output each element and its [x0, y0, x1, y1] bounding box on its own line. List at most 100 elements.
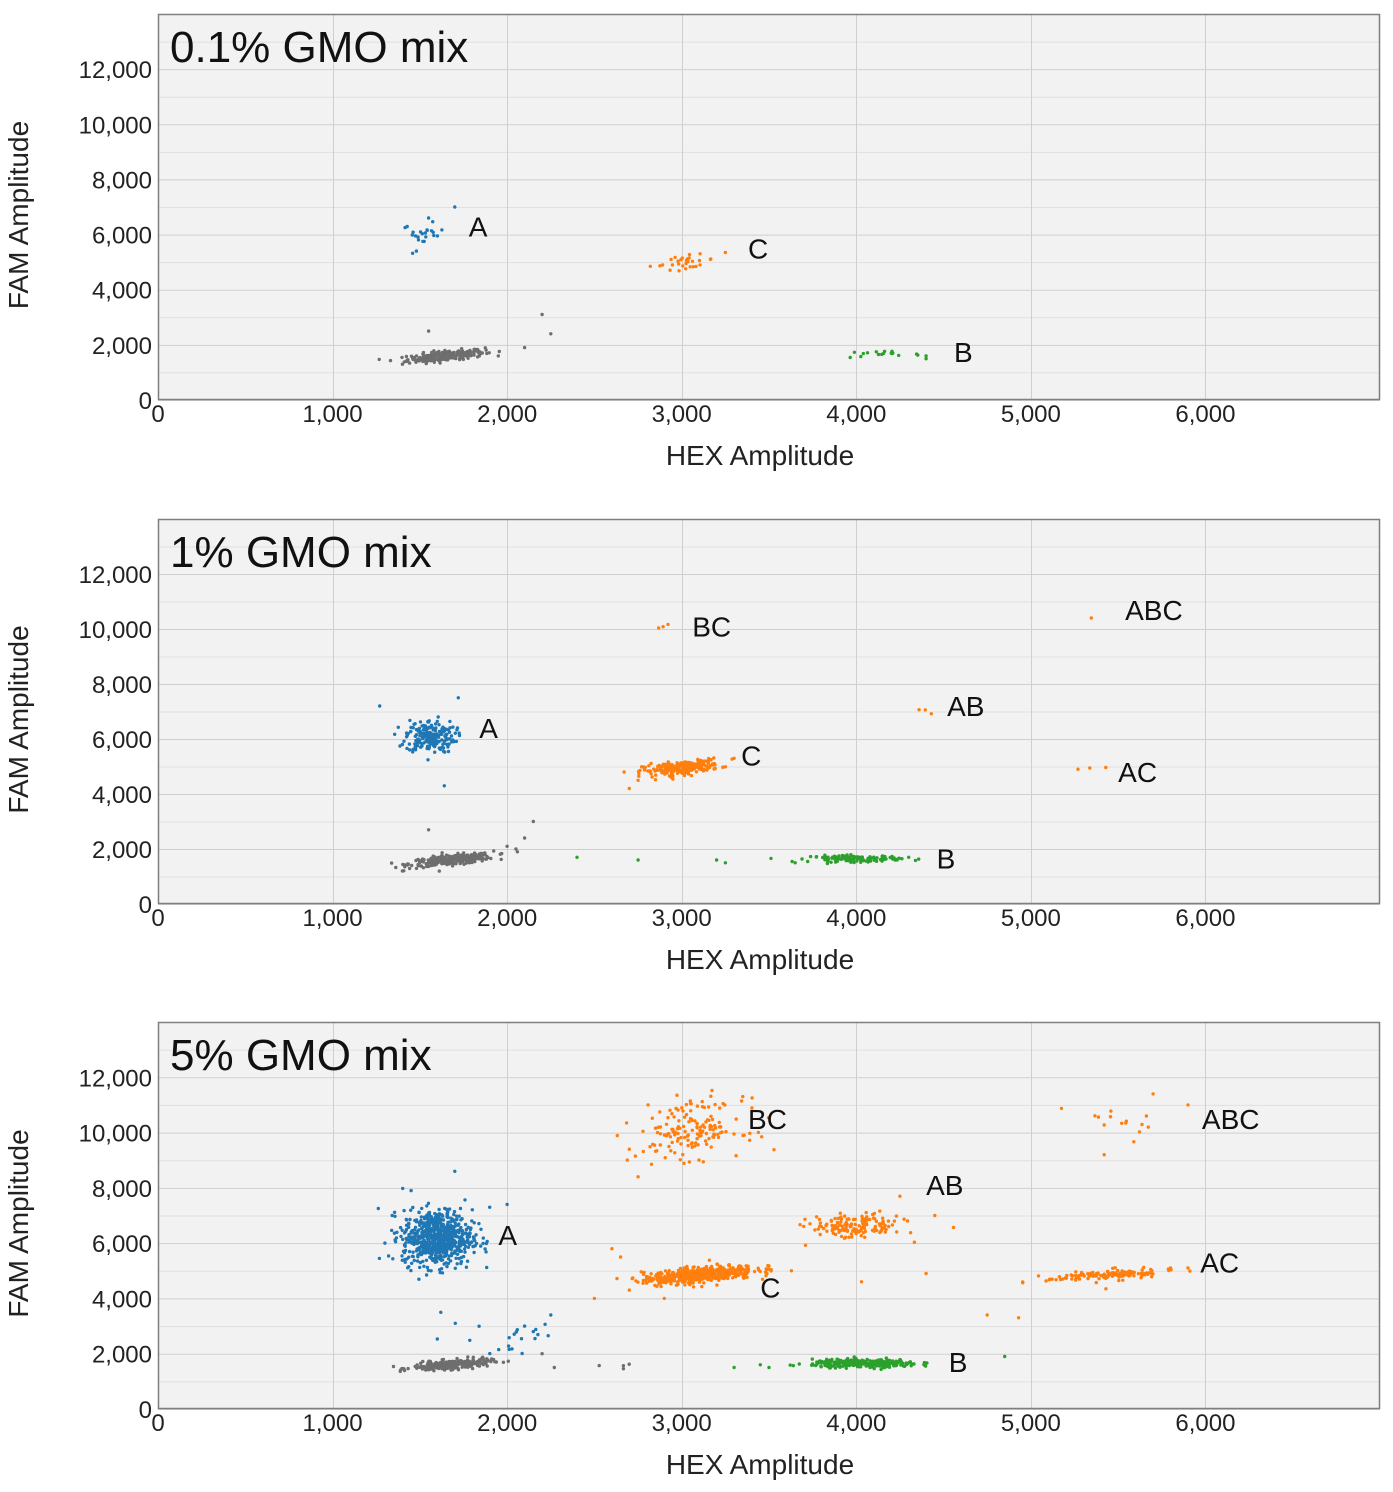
data-points	[378, 616, 1108, 873]
x-tick-label: 0	[151, 401, 164, 428]
droplet-point	[707, 1258, 712, 1262]
droplet-point	[642, 768, 647, 772]
droplet-point	[658, 1275, 662, 1279]
droplet-point	[1168, 1266, 1173, 1270]
droplet-point	[814, 855, 819, 859]
droplet-point	[402, 360, 406, 364]
droplet-point	[720, 1270, 724, 1274]
droplet-point	[422, 239, 426, 244]
droplet-point	[886, 1219, 891, 1223]
droplet-point	[701, 1160, 705, 1164]
droplet-point	[855, 1363, 859, 1367]
droplet-point	[887, 1224, 891, 1229]
droplet-point	[852, 1362, 856, 1366]
droplet-point	[404, 354, 409, 359]
droplet-point	[427, 1242, 432, 1246]
droplet-point	[424, 361, 428, 366]
droplet-point	[686, 772, 691, 776]
droplet-point	[401, 862, 405, 867]
droplet-point	[845, 1229, 850, 1234]
droplet-point	[431, 220, 435, 224]
droplet-point	[418, 1221, 423, 1226]
droplet-point	[1099, 1273, 1103, 1278]
droplet-point	[420, 1367, 425, 1371]
droplet-point	[917, 708, 921, 712]
droplet-point	[469, 1226, 473, 1230]
droplet-point	[615, 1133, 619, 1138]
droplet-point	[615, 1276, 619, 1281]
droplet-point	[407, 742, 412, 746]
droplet-point	[688, 1099, 692, 1103]
droplet-point	[404, 1241, 408, 1245]
cluster-label: ABC	[1202, 1104, 1260, 1135]
panel-title: 5% GMO mix	[170, 1031, 432, 1080]
droplet-point	[713, 766, 717, 771]
droplet-point	[464, 1265, 469, 1269]
chart-panel-3: 0 2,000 4,000 6,000 8,000 10,000 12,000 0 1,000 2…	[3, 1021, 1381, 1480]
droplet-point	[924, 1271, 928, 1276]
droplet-point	[717, 1270, 721, 1274]
droplet-point	[951, 1225, 956, 1230]
droplet-point	[691, 265, 696, 269]
droplet-point	[1140, 1274, 1144, 1278]
droplet-point	[689, 1109, 693, 1113]
droplet-point	[667, 1144, 671, 1149]
droplet-point	[428, 1366, 432, 1370]
droplet-point	[739, 1099, 744, 1103]
droplet-point	[474, 1241, 479, 1246]
droplet-point	[741, 1094, 745, 1099]
droplet-point	[658, 1132, 663, 1136]
droplet-point	[446, 749, 451, 754]
droplet-point	[450, 864, 455, 868]
droplet-point	[743, 1274, 748, 1278]
droplet-point	[453, 1169, 457, 1174]
droplet-point	[449, 1364, 454, 1369]
droplet-point	[420, 742, 424, 746]
droplet-point	[480, 857, 484, 861]
droplet-point	[424, 1368, 428, 1372]
droplet-point	[428, 730, 432, 735]
droplet-point	[836, 1216, 840, 1221]
droplet-point	[1104, 1287, 1108, 1291]
droplet-point	[481, 1236, 485, 1240]
droplet-point	[414, 1249, 419, 1253]
droplet-point	[413, 1238, 417, 1242]
droplet-point	[742, 1133, 746, 1138]
droplet-point	[851, 858, 855, 862]
droplet-point	[671, 1127, 675, 1132]
droplet-point	[890, 1359, 895, 1363]
droplet-point	[707, 1136, 711, 1141]
droplet-point	[985, 1313, 989, 1317]
plot-frame	[157, 13, 1381, 401]
droplet-point	[437, 859, 441, 863]
droplet-point	[512, 1332, 516, 1336]
droplet-point	[409, 354, 414, 358]
droplet-point	[885, 1364, 889, 1369]
droplet-point	[522, 836, 527, 840]
droplet-point	[636, 1175, 640, 1179]
droplet-point	[428, 1247, 432, 1251]
droplet-point	[1127, 1269, 1132, 1273]
droplet-point	[447, 857, 451, 861]
droplet-point	[435, 1260, 439, 1264]
droplet-point	[704, 1142, 709, 1147]
cluster-label: B	[949, 1347, 968, 1378]
droplet-point	[474, 1233, 478, 1237]
droplet-point	[709, 1114, 713, 1119]
droplet-point	[875, 856, 879, 860]
droplet-point	[465, 1259, 470, 1263]
cluster-B	[575, 853, 921, 866]
droplet-point	[540, 1352, 544, 1356]
droplet-point	[818, 1232, 822, 1237]
droplet-point	[725, 1275, 729, 1280]
droplet-point	[727, 1273, 732, 1277]
droplet-point	[677, 269, 681, 273]
droplet-point	[1036, 1274, 1041, 1278]
droplet-point	[677, 262, 681, 266]
droplet-point	[473, 1238, 477, 1243]
droplet-point	[689, 773, 694, 778]
droplet-point	[865, 1218, 870, 1222]
droplet-point	[426, 1237, 431, 1242]
droplet-point	[748, 1138, 752, 1143]
droplet-point	[439, 1221, 443, 1226]
